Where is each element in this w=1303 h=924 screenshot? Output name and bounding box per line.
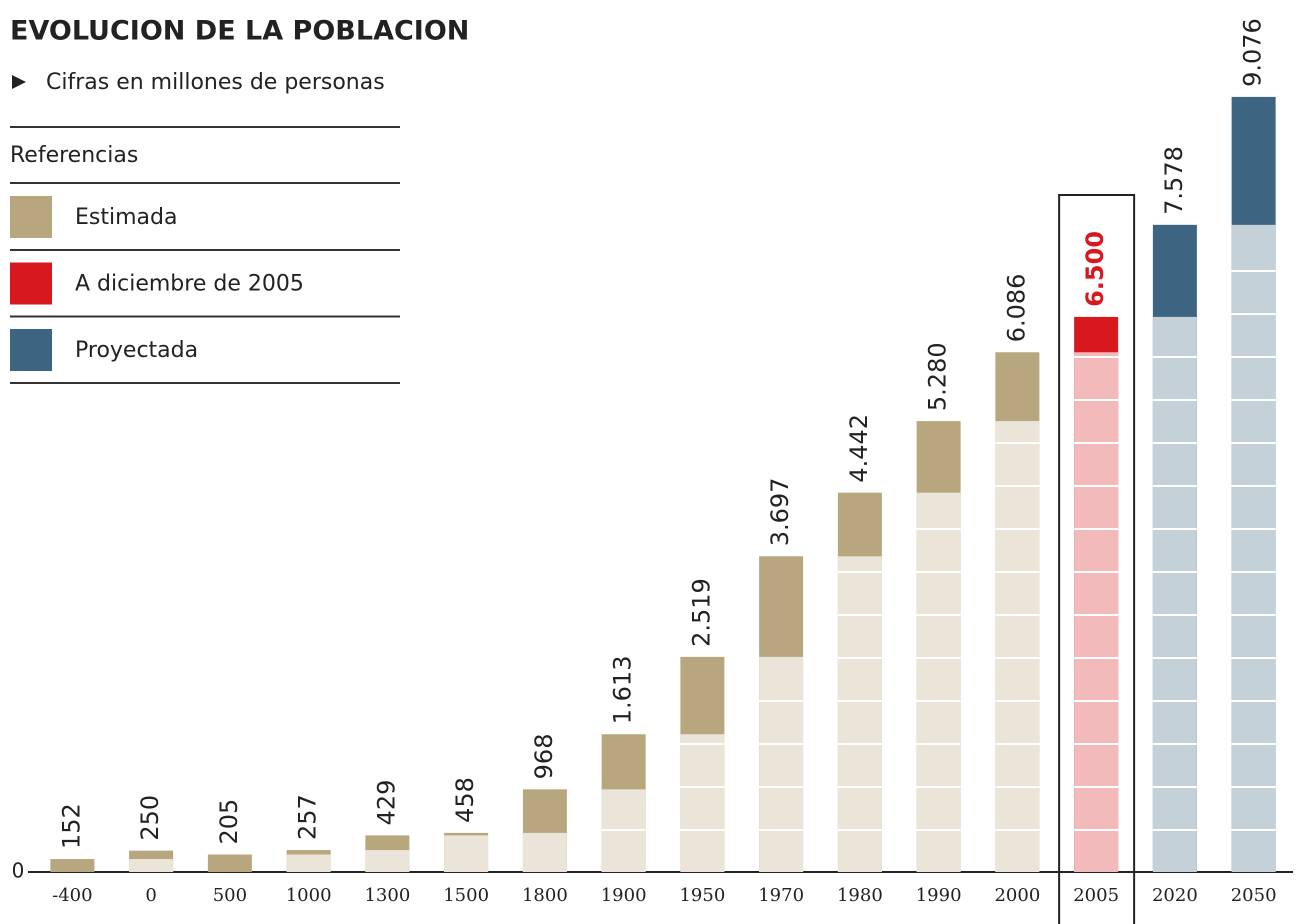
x-tick-label: 1300 — [364, 885, 410, 906]
bar-base — [759, 656, 804, 872]
value-label: 6.086 — [1002, 274, 1030, 343]
x-tick-label: 500 — [213, 885, 247, 906]
value-label: 7.578 — [1160, 146, 1188, 215]
x-tick-label: 1990 — [916, 885, 962, 906]
x-tick-label: 1970 — [758, 885, 804, 906]
bar-base — [995, 421, 1040, 872]
x-tick-label: 2000 — [994, 885, 1040, 906]
value-label: 152 — [57, 803, 85, 849]
chart-title: EVOLUCION DE LA POBLACION — [10, 16, 469, 47]
legend-swatch — [10, 329, 52, 371]
bar-base — [1152, 316, 1197, 872]
legend-label: Estimada — [75, 205, 177, 230]
highlight-box — [1058, 194, 1136, 924]
bar — [50, 859, 95, 872]
y-tick-label: 0 — [12, 859, 25, 883]
bar-base — [286, 854, 331, 872]
legend-title: Referencias — [10, 143, 138, 168]
value-label: 6.500 — [1081, 231, 1109, 307]
x-tick-label: -400 — [52, 885, 92, 906]
value-label: 458 — [451, 777, 479, 823]
value-label: 9.076 — [1239, 18, 1267, 87]
bar-base — [680, 734, 725, 872]
value-label: 2.519 — [687, 578, 715, 647]
x-tick-label: 1800 — [522, 885, 568, 906]
x-tick-label: 0 — [145, 885, 156, 906]
x-tick-label: 2050 — [1231, 885, 1277, 906]
bar-base — [1074, 352, 1119, 872]
x-tick-label: 2020 — [1152, 885, 1198, 906]
bar-base — [444, 835, 489, 872]
value-label: 3.697 — [766, 478, 794, 547]
value-label: 429 — [372, 780, 400, 826]
x-tick-label: 1950 — [679, 885, 725, 906]
bar-base — [365, 850, 410, 872]
bar — [207, 854, 252, 872]
value-label: 5.280 — [924, 342, 952, 411]
value-label: 1.613 — [609, 656, 637, 725]
bar-base — [129, 859, 174, 872]
x-tick-label: 1000 — [286, 885, 332, 906]
value-label: 257 — [294, 794, 322, 840]
value-label: 968 — [530, 734, 558, 780]
x-tick-label: 1500 — [443, 885, 489, 906]
bar-base — [1231, 224, 1276, 872]
x-tick-label: 1980 — [837, 885, 883, 906]
value-label: 205 — [215, 799, 243, 845]
bar-base — [916, 492, 961, 872]
value-label: 250 — [136, 795, 164, 841]
legend-swatch — [10, 196, 52, 238]
legend-swatch — [10, 262, 52, 305]
x-tick-label: 1900 — [601, 885, 647, 906]
legend-label: Proyectada — [75, 338, 198, 363]
bullet — [12, 75, 26, 89]
bar-base — [522, 832, 567, 872]
bar-base — [837, 556, 882, 872]
subtitle: Cifras en millones de personas — [46, 70, 385, 95]
value-label: 4.442 — [845, 414, 873, 483]
x-tick-label: 2005 — [1073, 885, 1119, 906]
legend-label: A diciembre de 2005 — [75, 272, 304, 297]
